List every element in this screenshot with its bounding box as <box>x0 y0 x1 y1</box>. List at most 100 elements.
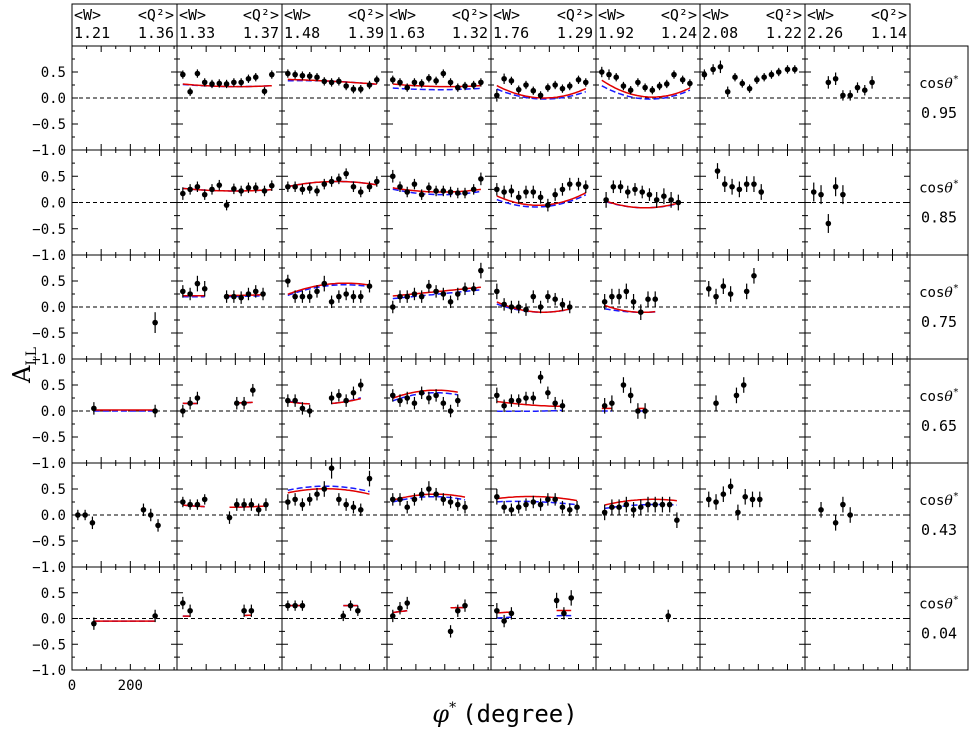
data-point <box>743 288 750 295</box>
data-point <box>637 504 644 511</box>
data-point <box>404 395 411 401</box>
data-point <box>784 66 791 73</box>
data-point <box>194 183 201 190</box>
data-point <box>292 602 298 609</box>
data-point <box>530 189 537 195</box>
row-label-value: 0.85 <box>921 209 957 227</box>
model-curve-dashed <box>287 284 370 297</box>
data-point <box>743 181 750 187</box>
header-w-value: 2.08 <box>702 24 738 42</box>
data-point <box>840 191 846 198</box>
data-point <box>515 304 522 310</box>
data-point <box>223 81 230 87</box>
data-point <box>241 607 247 614</box>
header-w-value: 1.63 <box>389 24 425 42</box>
data-point <box>426 395 432 401</box>
data-point <box>603 197 609 203</box>
data-point <box>433 392 439 399</box>
data-point <box>818 191 824 198</box>
model-curve-solid <box>496 495 578 502</box>
data-point <box>710 66 716 73</box>
data-point <box>508 304 515 310</box>
data-point <box>545 293 551 300</box>
data-point <box>552 82 558 88</box>
data-point <box>623 501 630 508</box>
data-point <box>89 520 96 526</box>
data-point <box>397 79 403 86</box>
data-point <box>630 299 637 305</box>
data-point <box>714 168 721 174</box>
header-q2-label: <Q²> <box>661 6 697 24</box>
data-point <box>617 183 624 190</box>
header-w-value: 1.48 <box>284 24 320 42</box>
data-point <box>530 499 537 505</box>
x-axis: 0 200 <box>68 46 908 694</box>
row-labels: cosθ* 0.95 cosθ* 0.85 cosθ* 0.75 cosθ* 0.65 cosθ… <box>909 45 969 671</box>
header-q2-value: 1.14 <box>871 24 907 42</box>
row-label-costheta: cosθ* <box>919 491 959 509</box>
data-point <box>440 188 447 194</box>
data-point <box>321 181 328 187</box>
data-point <box>140 507 147 513</box>
data-point <box>523 501 529 508</box>
data-point <box>180 288 186 295</box>
row-label-costheta: cosθ* <box>919 74 959 92</box>
data-point <box>727 291 734 297</box>
data-point <box>566 181 573 187</box>
model-curve-solid <box>496 400 563 408</box>
data-point <box>418 491 425 498</box>
y-tick-label: 0.5 <box>41 169 66 185</box>
data-point <box>553 597 560 604</box>
data-point <box>537 374 544 381</box>
data-point <box>639 189 646 195</box>
data-point <box>233 501 240 508</box>
data-point <box>746 85 753 92</box>
data-point <box>729 183 735 190</box>
data-point <box>299 405 306 412</box>
data-point <box>494 186 500 193</box>
data-point <box>389 392 396 399</box>
data-point <box>336 293 342 300</box>
data-point <box>252 288 259 295</box>
data-point <box>735 509 741 516</box>
data-point <box>818 507 824 513</box>
data-point <box>245 291 252 297</box>
row-label-value: 0.04 <box>921 625 957 643</box>
data-point <box>552 496 558 503</box>
data-point <box>609 504 615 511</box>
data-point <box>462 504 468 511</box>
data-point <box>418 293 425 300</box>
y-tick-label: 0.0 <box>41 196 66 212</box>
data-point <box>426 486 432 492</box>
data-point <box>194 501 201 508</box>
data-point <box>263 501 269 508</box>
data-point <box>418 80 425 87</box>
y-tick-label: −0.5 <box>32 430 66 446</box>
data-point <box>478 267 484 274</box>
model-curve-solid <box>287 400 310 405</box>
y-tick-label: 0.0 <box>41 404 66 420</box>
data-point <box>248 501 255 508</box>
model-curve-dashed <box>287 485 370 493</box>
data-point <box>623 288 630 295</box>
data-point <box>433 491 439 498</box>
data-point <box>366 475 373 482</box>
panel-grid <box>71 3 911 671</box>
data-point <box>523 82 529 88</box>
y-tick-label: −0.5 <box>32 534 66 550</box>
data-point <box>652 296 659 303</box>
data-point <box>152 408 158 414</box>
data-point <box>462 83 468 89</box>
data-point <box>418 390 425 396</box>
data-point <box>201 191 208 198</box>
y-tick-label: −0.5 <box>32 637 66 653</box>
y-tick-label: 0.5 <box>41 65 66 81</box>
data-point <box>545 496 551 503</box>
data-point <box>447 79 454 86</box>
data-point <box>552 400 558 407</box>
data-point <box>347 602 354 609</box>
model-curve-dashed <box>601 85 691 100</box>
data-point <box>366 183 373 190</box>
data-point <box>478 176 484 182</box>
data-point <box>328 299 335 305</box>
